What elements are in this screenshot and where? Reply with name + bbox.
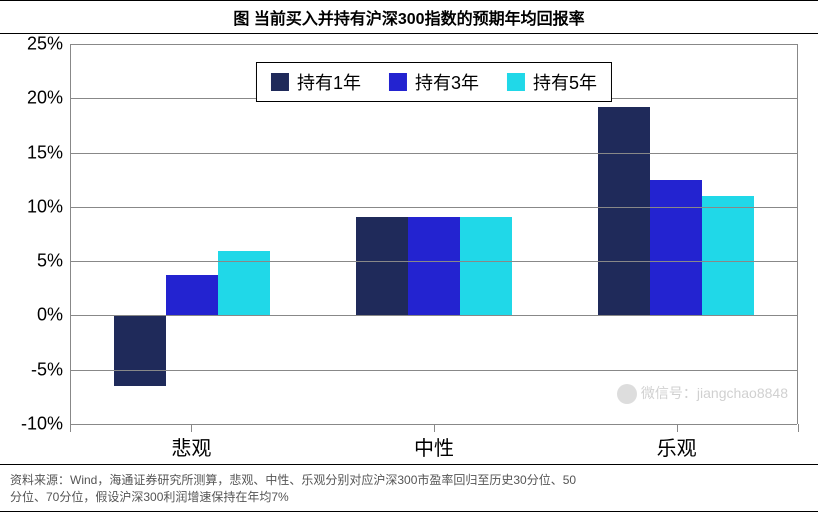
bar: [166, 275, 218, 315]
x-tick-label: 悲观: [171, 432, 211, 461]
y-tick-label: -10%: [21, 414, 71, 435]
legend-swatch: [389, 73, 407, 91]
y-tick-label: -5%: [31, 359, 71, 380]
x-tick-label: 中性: [414, 432, 454, 461]
legend-label: 持有1年: [297, 69, 361, 95]
x-tick-mark: [677, 424, 678, 432]
footer-line-1: 资料来源：Wind，海通证券研究所测算，悲观、中性、乐观分别对应沪深300市盈率…: [10, 471, 808, 488]
y-tick-label: 5%: [37, 251, 71, 272]
footer-source: 资料来源：Wind，海通证券研究所测算，悲观、中性、乐观分别对应沪深300市盈率…: [0, 464, 818, 512]
legend-item: 持有3年: [389, 69, 479, 95]
x-tick-label: 乐观: [657, 432, 697, 461]
legend-item: 持有1年: [271, 69, 361, 95]
legend-item: 持有5年: [507, 69, 597, 95]
y-tick-label: 10%: [27, 196, 71, 217]
footer-line-2: 分位、70分位，假设沪深300利润增速保持在年均7%: [10, 488, 808, 505]
x-axis-labels: 悲观 中性 乐观: [70, 424, 798, 464]
gridline: 5%: [71, 261, 797, 262]
legend-swatch: [507, 73, 525, 91]
gridline: 0%: [71, 315, 797, 316]
bar: [114, 315, 166, 386]
legend: 持有1年 持有3年 持有5年: [256, 62, 612, 102]
legend-swatch: [271, 73, 289, 91]
bar: [598, 107, 650, 315]
y-tick-label: 25%: [27, 34, 71, 55]
x-tick-mark: [70, 424, 71, 432]
bar: [650, 180, 702, 316]
x-tick-mark: [798, 424, 799, 432]
bar: [460, 217, 512, 316]
gridline: -5%: [71, 370, 797, 371]
x-tick-mark: [434, 424, 435, 432]
bar: [356, 217, 408, 316]
y-tick-label: 15%: [27, 142, 71, 163]
legend-label: 持有3年: [415, 69, 479, 95]
x-tick-mark: [191, 424, 192, 432]
gridline: 10%: [71, 207, 797, 208]
plot-region: 持有1年持有3年持有5年 -10%-5%0%5%10%15%20%25%: [70, 44, 798, 424]
chart-area: 持有1年 持有3年 持有5年 -10% -5% 0% 5% 10% 15% 20% 25% 悲观 中…: [0, 34, 818, 464]
chart-title: 图 当前买入并持有沪深300指数的预期年均回报率: [0, 0, 818, 34]
bar: [702, 196, 754, 315]
gridline: 25%: [71, 44, 797, 45]
gridline: 15%: [71, 153, 797, 154]
legend-label: 持有5年: [533, 69, 597, 95]
y-tick-label: 0%: [37, 305, 71, 326]
y-tick-label: 20%: [27, 88, 71, 109]
bar: [408, 217, 460, 316]
